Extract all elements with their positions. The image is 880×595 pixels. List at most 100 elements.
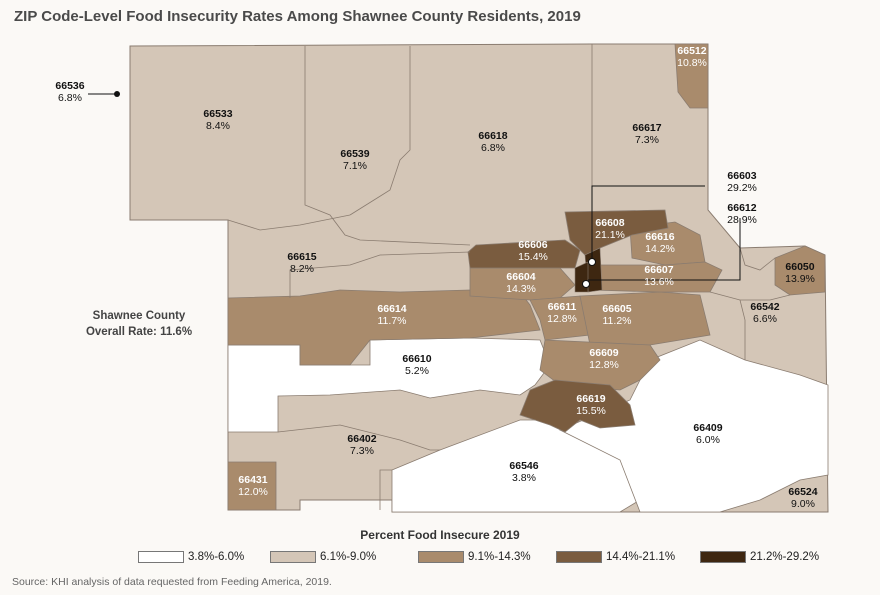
zip-rate: 15.4% [518, 251, 548, 263]
zip-code: 66546 [509, 460, 538, 472]
legend-title: Percent Food Insecure 2019 [360, 528, 520, 542]
legend-item: 9.1%-14.3% [418, 549, 531, 565]
zone-66608[interactable] [564, 209, 669, 256]
zip-rate: 11.2% [603, 315, 632, 327]
zone-66610[interactable] [227, 337, 551, 433]
marker-66603 [588, 258, 596, 266]
zip-code: 66614 [377, 303, 406, 315]
zip-code: 66612 [727, 202, 756, 214]
marker-66536 [114, 91, 120, 97]
zip-code: 66608 [595, 217, 624, 229]
zip-boundaries [227, 44, 791, 510]
zip-code: 66617 [632, 122, 661, 134]
zip-code: 66606 [518, 239, 547, 251]
zip-rate: 12.8% [589, 359, 619, 371]
zip-code: 66610 [402, 353, 431, 365]
legend-label: 9.1%-14.3% [468, 551, 531, 563]
legend-item: 21.2%-29.2% [700, 549, 819, 565]
zip-code: 66539 [340, 148, 369, 160]
zip-code: 66604 [506, 271, 535, 283]
zip-code: 66536 [55, 80, 84, 92]
zone-66611[interactable] [529, 295, 591, 341]
zone-66614[interactable] [227, 289, 541, 366]
map-title: ZIP Code-Level Food Insecurity Rates Amo… [14, 8, 581, 25]
zip-code: 66409 [693, 422, 722, 434]
legend: 3.8%-6.0% 6.1%-9.0% 9.1%-14.3% 14.4%-21.1% 2… [0, 549, 880, 565]
legend-swatch [138, 551, 184, 563]
zip-rate: 13.9% [785, 273, 815, 285]
legend-label: 21.2%-29.2% [750, 551, 820, 563]
legend-swatch [556, 551, 602, 563]
zone-66609[interactable] [539, 339, 661, 391]
zip-rate: 7.3% [350, 445, 374, 457]
zone-66605[interactable] [579, 291, 711, 346]
zip-rate: 9.0% [791, 498, 815, 510]
zip-rate: 6.0% [696, 434, 720, 446]
zip-rate: 8.2% [290, 263, 314, 275]
zone-66050[interactable] [774, 245, 826, 296]
zip-code: 66611 [548, 301, 577, 313]
zip-code: 66619 [576, 393, 605, 405]
zip-rate: 6.8% [58, 92, 82, 104]
zip-rate: 15.5% [576, 405, 606, 417]
zip-rate: 10.8% [677, 57, 707, 69]
zone-66512[interactable] [674, 43, 709, 109]
zip-code: 66616 [645, 231, 674, 243]
zip-code: 66402 [347, 433, 376, 445]
zip-rate: 28.9% [727, 214, 757, 226]
legend-item: 6.1%-9.0% [270, 549, 376, 565]
legend-swatch [418, 551, 464, 563]
zip-code: 66605 [602, 303, 631, 315]
zip-code: 66618 [478, 130, 507, 142]
overall-rate: Shawnee County Overall Rate: 11.6% [70, 308, 208, 340]
zone-66619[interactable] [519, 379, 636, 433]
zip-code: 66603 [727, 170, 756, 182]
zip-code: 66607 [644, 264, 673, 276]
legend-swatch [700, 551, 746, 563]
zone-66431[interactable] [227, 461, 277, 511]
legend-item: 3.8%-6.0% [138, 549, 244, 565]
zip-code: 66431 [238, 474, 267, 486]
legend-label: 6.1%-9.0% [320, 551, 377, 563]
zip-rate: 6.6% [753, 313, 777, 325]
marker-66612 [582, 280, 590, 288]
zip-rate: 21.1% [595, 229, 625, 241]
zip-rate: 29.2% [727, 182, 757, 194]
zone-66409[interactable] [559, 339, 829, 513]
zip-code: 66609 [589, 347, 618, 359]
zip-code: 66533 [203, 108, 232, 120]
zip-rate: 14.2% [645, 243, 675, 255]
zip-rate: 7.1% [343, 160, 367, 172]
zip-rate: 14.3% [506, 283, 536, 295]
zip-code: 66512 [677, 45, 706, 57]
zone-66607[interactable] [591, 261, 723, 293]
overall-rate-title: Shawnee County [92, 310, 186, 322]
zip-code: 66542 [750, 301, 779, 313]
zip-rate: 13.6% [644, 276, 674, 288]
overall-rate-value: Overall Rate: 11.6% [85, 326, 193, 338]
zip-rate: 6.8% [481, 142, 505, 154]
